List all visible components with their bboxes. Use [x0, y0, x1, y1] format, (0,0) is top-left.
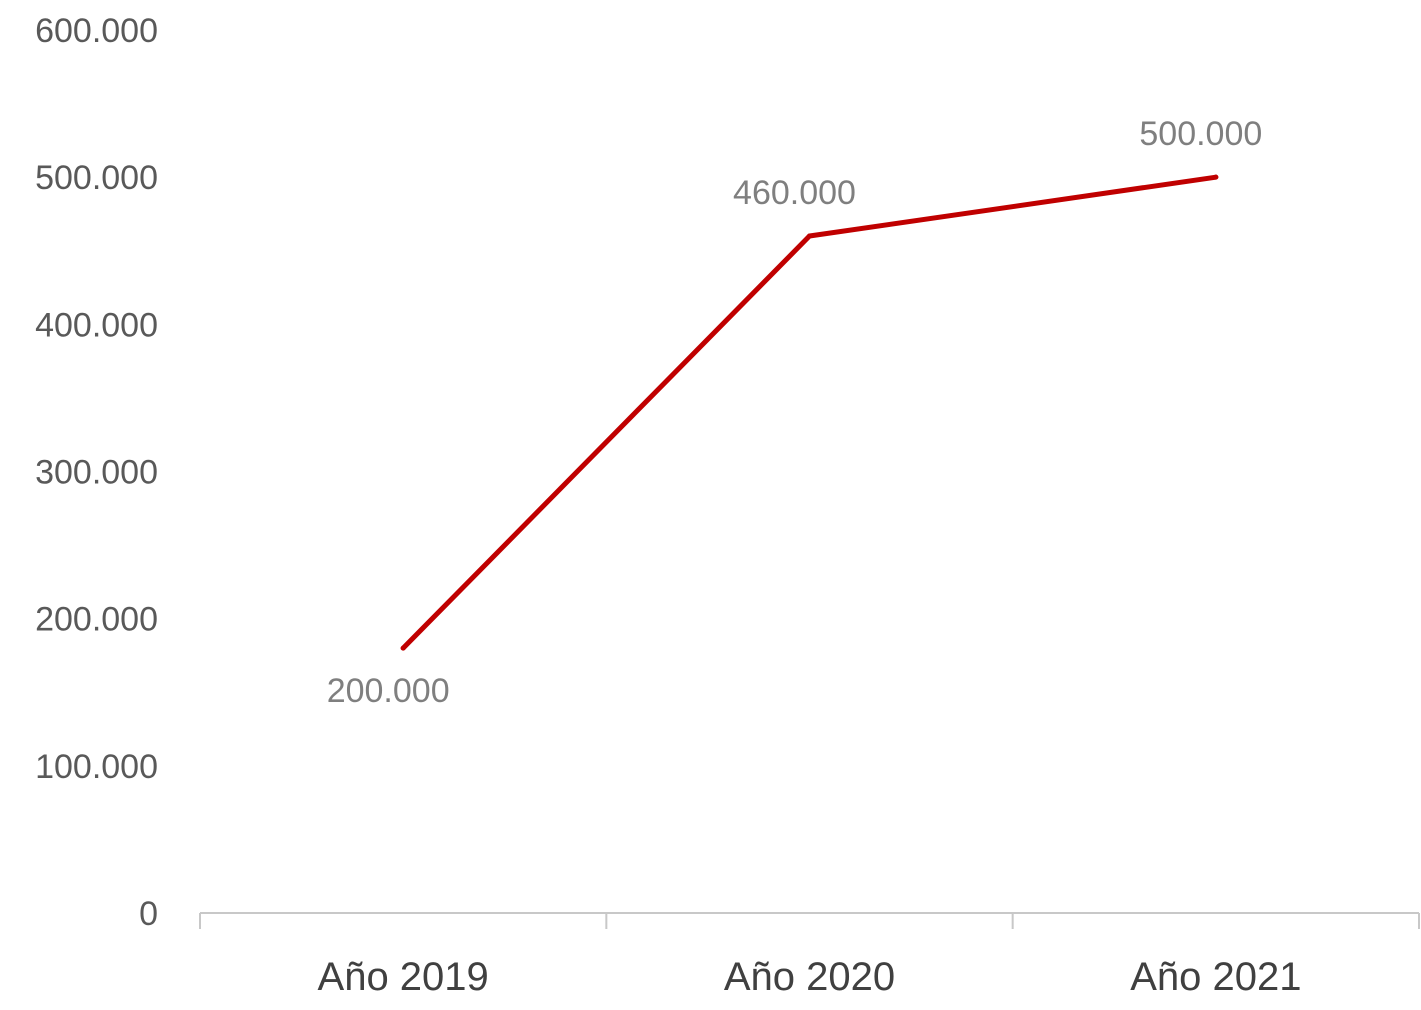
series-group — [400, 174, 1219, 651]
x-category-label: Año 2021 — [1130, 955, 1301, 999]
data-label: 500.000 — [1139, 115, 1262, 153]
y-axis-tick-labels: 0 100.000 200.000 300.000 400.000 500.000 600.… — [35, 12, 158, 933]
y-tick-label: 300.000 — [35, 454, 158, 492]
series-line — [400, 174, 1219, 651]
y-tick-label: 500.000 — [35, 159, 158, 197]
y-tick-label: 200.000 — [35, 601, 158, 639]
data-point — [807, 233, 812, 239]
data-point — [1213, 174, 1219, 180]
x-category-label: Año 2019 — [318, 955, 489, 999]
x-axis-category-labels: Año 2019 Año 2020 Año 2021 — [318, 955, 1302, 999]
y-tick-label: 0 — [139, 895, 158, 933]
data-labels: 200.000 460.000 500.000 — [327, 115, 1263, 710]
x-axis-ticks — [199, 913, 1420, 929]
y-tick-label: 400.000 — [35, 306, 158, 344]
data-label: 200.000 — [327, 672, 450, 710]
data-label: 460.000 — [733, 174, 856, 212]
data-point — [400, 645, 406, 651]
y-tick-label: 100.000 — [35, 748, 158, 786]
y-tick-label: 600.000 — [35, 12, 158, 50]
x-category-label: Año 2020 — [724, 955, 895, 999]
